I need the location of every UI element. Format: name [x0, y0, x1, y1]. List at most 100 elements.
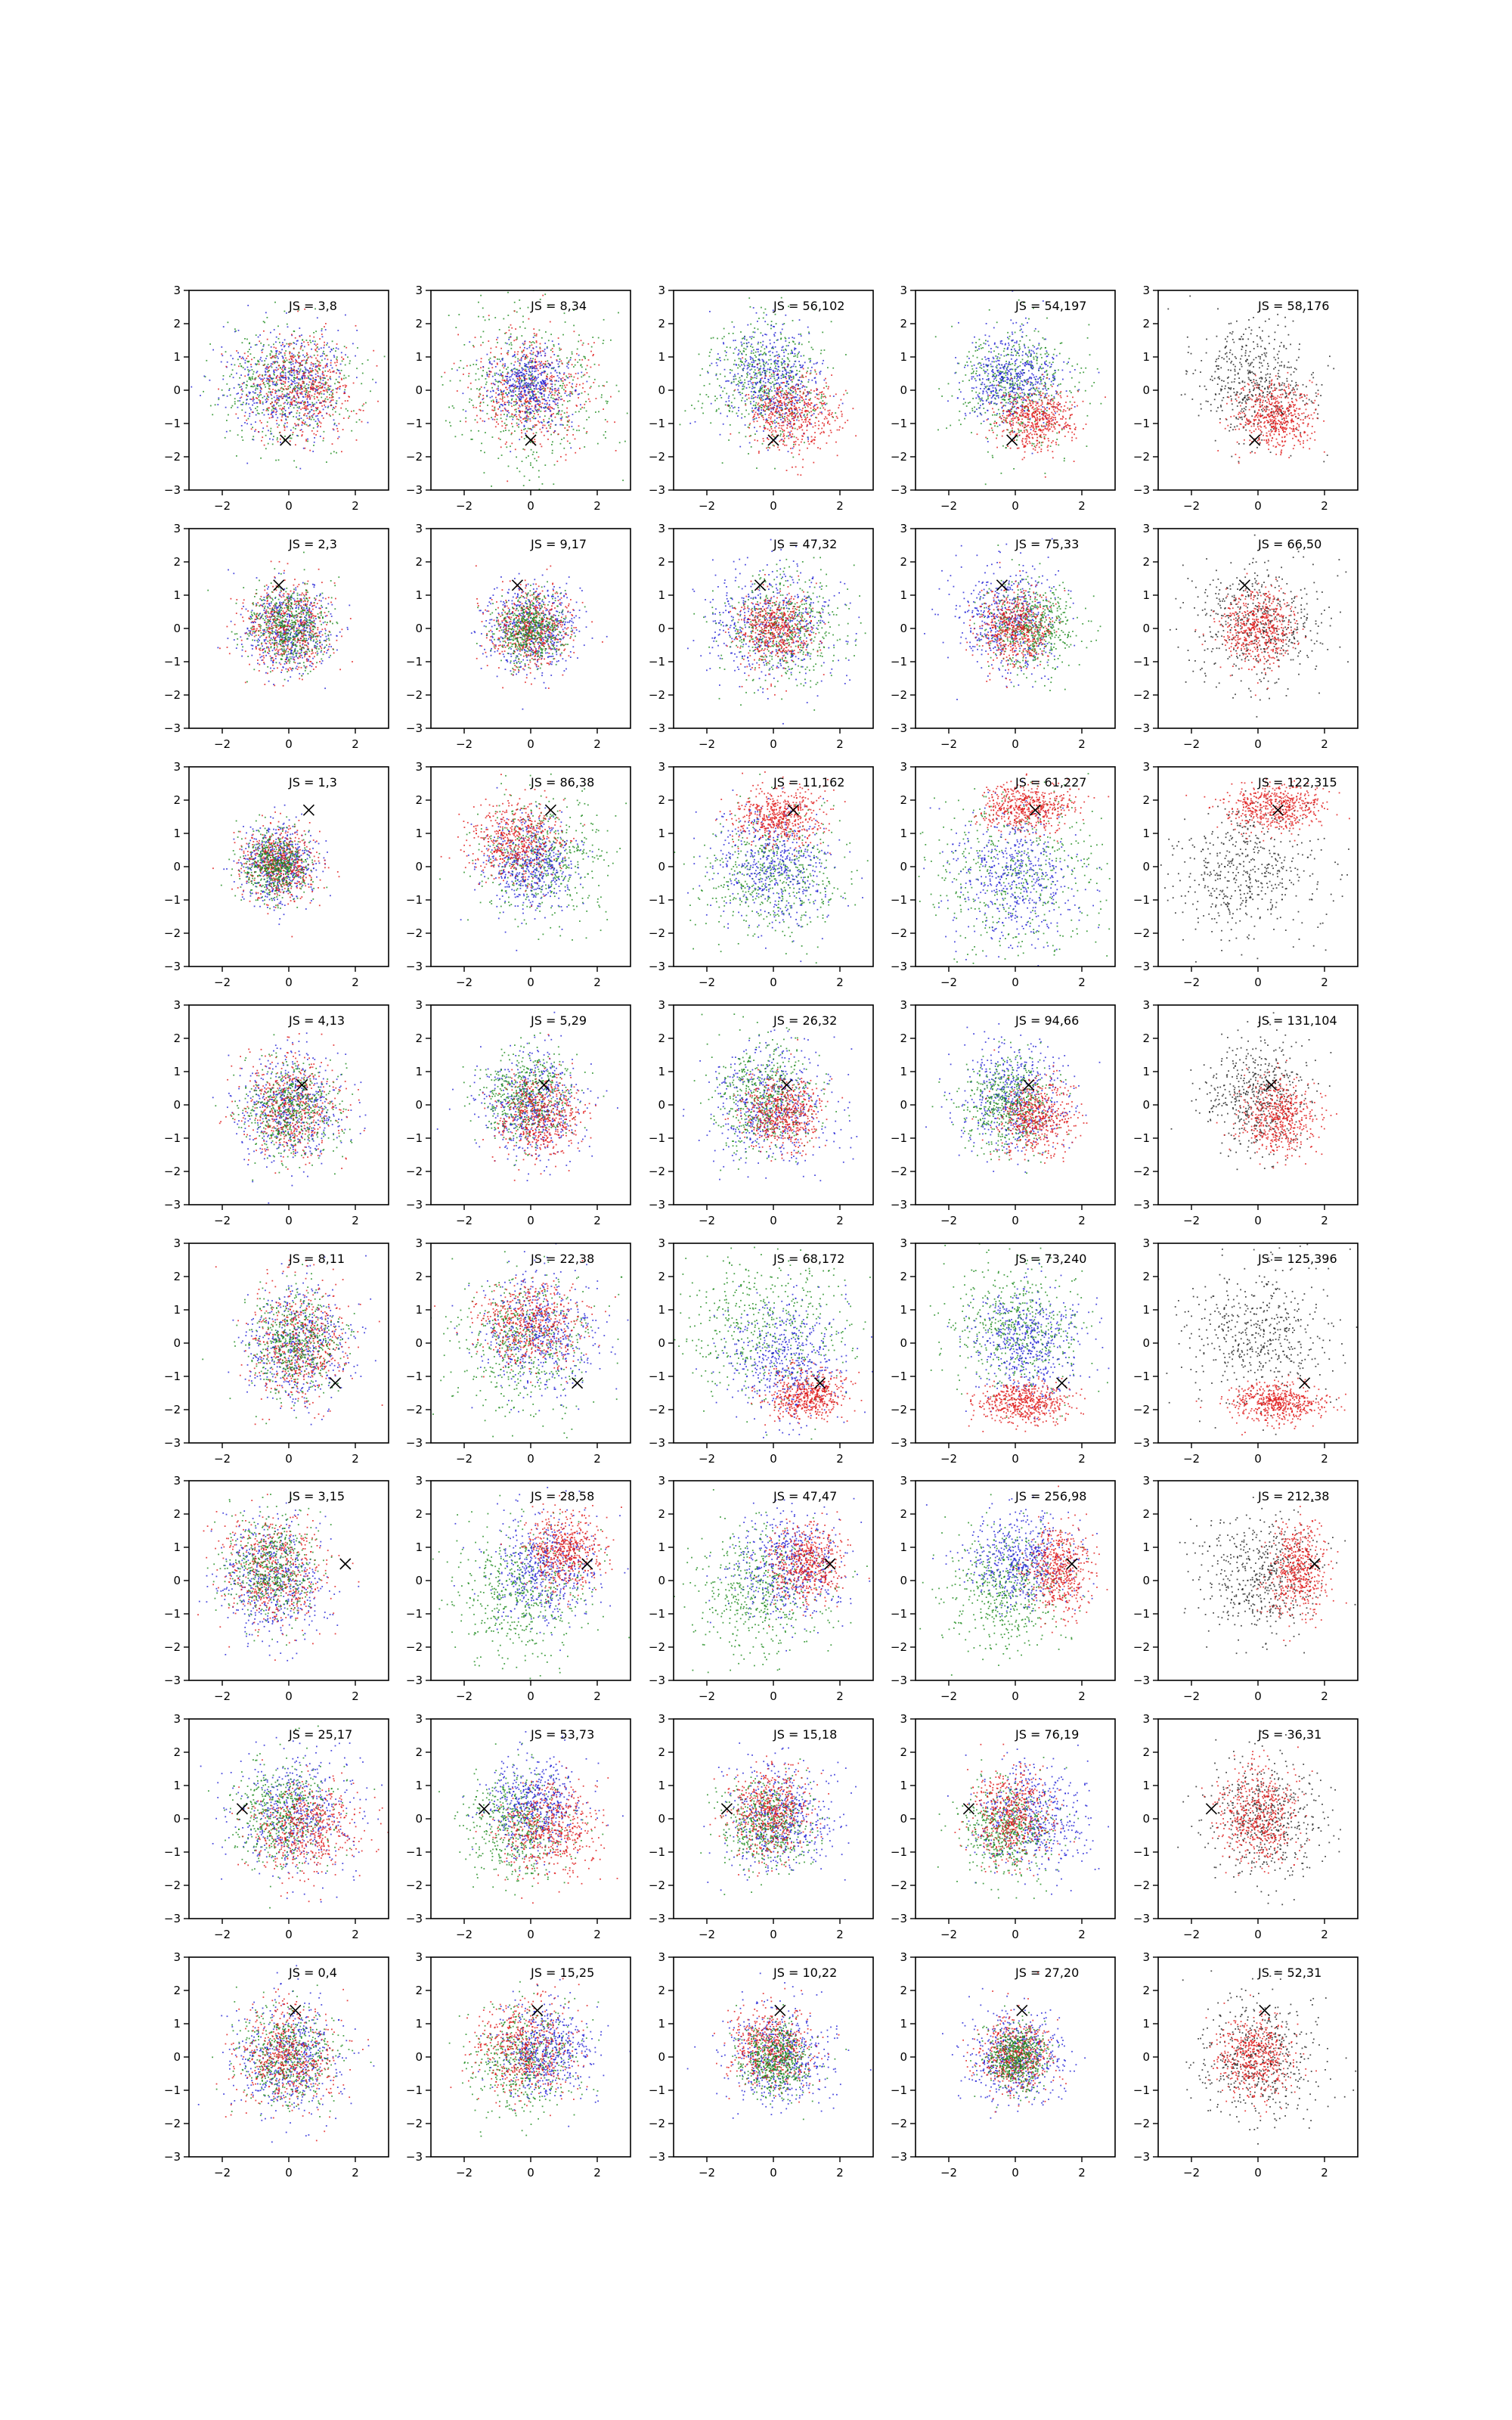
data-point [794, 396, 796, 398]
data-point [774, 427, 776, 429]
data-point [333, 429, 335, 431]
data-point [289, 343, 291, 345]
data-point [268, 407, 270, 409]
data-point [575, 390, 577, 392]
data-point [804, 442, 805, 444]
data-point [281, 414, 284, 416]
data-point [277, 357, 279, 359]
data-point [796, 413, 798, 414]
data-point [301, 345, 303, 346]
data-point [975, 342, 977, 343]
data-point [838, 429, 840, 431]
data-point [316, 389, 318, 392]
data-point [782, 440, 784, 442]
data-point [291, 383, 293, 386]
data-point [494, 426, 497, 428]
data-point [505, 386, 507, 389]
data-point [536, 368, 538, 370]
data-point [248, 371, 249, 373]
data-point [333, 348, 334, 349]
data-point [536, 388, 538, 390]
data-point [773, 360, 776, 362]
data-point [750, 357, 752, 358]
data-point [243, 352, 246, 355]
data-point [253, 385, 256, 387]
data-point [803, 414, 805, 417]
data-point [756, 420, 758, 422]
data-point [773, 372, 775, 374]
data-point [576, 405, 578, 407]
data-point [250, 424, 253, 426]
data-point [785, 373, 787, 374]
data-point [561, 363, 563, 365]
data-point [789, 376, 792, 378]
data-point [289, 437, 291, 439]
data-point [274, 391, 277, 393]
data-point [284, 427, 286, 429]
data-point [290, 355, 292, 358]
data-point [265, 399, 267, 401]
data-point [761, 407, 763, 409]
data-point [538, 410, 540, 411]
data-point [260, 422, 262, 424]
data-point [305, 401, 306, 403]
data-point [542, 386, 544, 387]
data-point [293, 330, 296, 333]
data-point [814, 425, 816, 427]
data-point [312, 380, 314, 382]
data-point [751, 377, 752, 378]
data-point [500, 389, 502, 391]
data-point [290, 399, 293, 401]
data-point [361, 420, 363, 423]
data-point [289, 385, 290, 386]
data-point [294, 355, 296, 357]
data-point [269, 380, 271, 383]
data-point [782, 431, 784, 433]
data-point [770, 386, 772, 388]
data-point [479, 402, 482, 405]
data-point [749, 306, 751, 308]
data-point [533, 398, 534, 400]
data-point [717, 353, 719, 355]
data-point [253, 371, 255, 373]
data-point [308, 404, 310, 405]
data-point [760, 398, 761, 400]
data-point [262, 430, 264, 433]
data-point [561, 416, 563, 418]
data-point [485, 378, 487, 380]
data-point [776, 370, 779, 372]
data-point [541, 405, 542, 408]
data-point [322, 439, 324, 442]
data-point [982, 347, 984, 349]
data-point [301, 393, 303, 395]
data-point [754, 373, 757, 375]
data-point [792, 375, 795, 377]
data-point [298, 402, 300, 404]
data-point [311, 382, 313, 384]
data-point [762, 399, 764, 401]
data-point [302, 373, 305, 374]
data-point [820, 396, 823, 398]
data-point [567, 363, 569, 365]
data-point [331, 349, 333, 351]
data-point [788, 306, 789, 308]
data-point [530, 358, 531, 359]
data-point [610, 339, 612, 341]
data-point [546, 377, 548, 380]
data-point [519, 376, 520, 378]
data-point [808, 403, 810, 405]
data-point [508, 392, 510, 394]
data-point [566, 420, 569, 423]
data-point [557, 407, 559, 408]
data-point [316, 366, 318, 368]
data-point [737, 415, 739, 417]
data-point [331, 389, 333, 392]
data-point [783, 402, 785, 405]
data-point [313, 332, 314, 334]
data-point [284, 346, 285, 348]
data-point [795, 348, 797, 349]
data-point [296, 343, 297, 346]
data-point [523, 429, 525, 430]
data-point [252, 427, 253, 429]
panel-annotation: JS = 56,102 [773, 299, 844, 313]
